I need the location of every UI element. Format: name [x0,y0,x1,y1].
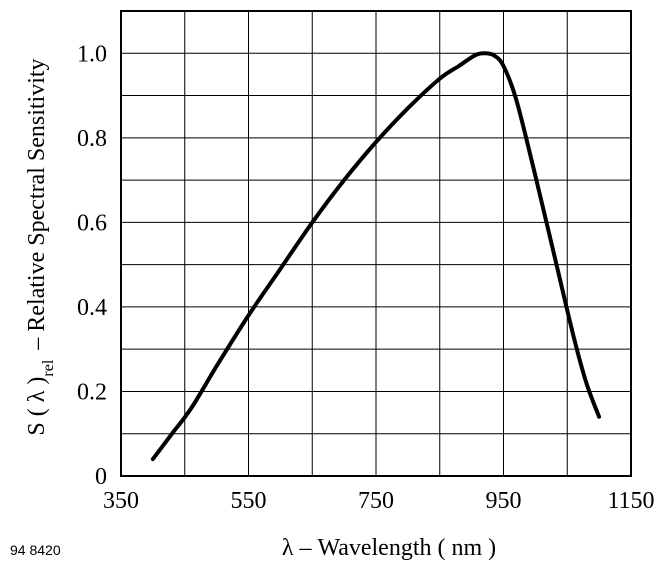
x-tick-label: 1150 [607,488,654,514]
y-axis-label-prefix: S ( λ ) [24,377,50,436]
y-tick-label: 0 [95,464,107,490]
y-tick-label: 0.4 [77,295,107,321]
x-tick-label: 550 [231,488,267,514]
x-tick-label: 950 [486,488,522,514]
y-axis-label: S ( λ )rel – Relative Spectral Sensitivit… [24,58,57,435]
figure-id: 94 8420 [10,542,61,558]
x-tick-label: 750 [358,488,394,514]
y-tick-label: 0.2 [77,379,107,405]
y-axis-label-suffix: – Relative Spectral Sensitivity [24,58,50,350]
x-axis-label: λ – Wavelength ( nm ) [282,535,496,561]
y-tick-label: 0.8 [77,126,107,152]
grid-lines [120,10,632,477]
y-tick-label: 0.6 [77,210,107,236]
y-tick-label: 1.0 [77,41,107,67]
plot-frame [120,10,632,477]
y-tick-labels: 0 0.2 0.4 0.6 0.8 1.0 [77,41,107,490]
x-tick-labels: 350 550 750 950 1150 [103,488,655,514]
x-tick-label: 350 [103,488,139,514]
sensitivity-curve [150,51,602,462]
y-axis-label-sub: rel [40,359,57,376]
